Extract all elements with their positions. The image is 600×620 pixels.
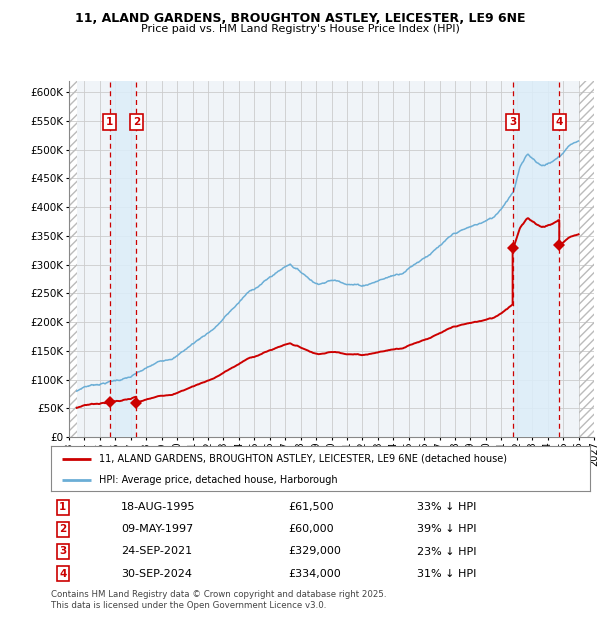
Text: 18-AUG-1995: 18-AUG-1995 <box>121 502 196 513</box>
Text: 11, ALAND GARDENS, BROUGHTON ASTLEY, LEICESTER, LE9 6NE (detached house): 11, ALAND GARDENS, BROUGHTON ASTLEY, LEI… <box>100 454 508 464</box>
Text: 3: 3 <box>59 546 67 557</box>
Bar <box>69 81 77 437</box>
Bar <box>578 81 594 437</box>
Text: 4: 4 <box>556 117 563 127</box>
Text: 4: 4 <box>59 569 67 578</box>
Bar <box>512 81 559 437</box>
Text: 2: 2 <box>133 117 140 127</box>
Text: 1: 1 <box>59 502 67 513</box>
Text: 31% ↓ HPI: 31% ↓ HPI <box>418 569 477 578</box>
Text: 3: 3 <box>509 117 516 127</box>
Text: 23% ↓ HPI: 23% ↓ HPI <box>418 546 477 557</box>
Bar <box>110 81 136 437</box>
Bar <box>578 81 594 437</box>
Text: Price paid vs. HM Land Registry's House Price Index (HPI): Price paid vs. HM Land Registry's House … <box>140 24 460 33</box>
Text: £61,500: £61,500 <box>288 502 334 513</box>
Text: 33% ↓ HPI: 33% ↓ HPI <box>418 502 477 513</box>
Text: 11, ALAND GARDENS, BROUGHTON ASTLEY, LEICESTER, LE9 6NE: 11, ALAND GARDENS, BROUGHTON ASTLEY, LEI… <box>75 12 525 25</box>
Text: 24-SEP-2021: 24-SEP-2021 <box>121 546 192 557</box>
Text: HPI: Average price, detached house, Harborough: HPI: Average price, detached house, Harb… <box>100 475 338 485</box>
Text: Contains HM Land Registry data © Crown copyright and database right 2025.
This d: Contains HM Land Registry data © Crown c… <box>51 590 386 609</box>
Text: £329,000: £329,000 <box>288 546 341 557</box>
Text: 39% ↓ HPI: 39% ↓ HPI <box>418 525 477 534</box>
Text: 30-SEP-2024: 30-SEP-2024 <box>121 569 192 578</box>
Bar <box>69 81 77 437</box>
Text: £60,000: £60,000 <box>288 525 334 534</box>
Text: 2: 2 <box>59 525 67 534</box>
Text: 09-MAY-1997: 09-MAY-1997 <box>121 525 193 534</box>
Text: 1: 1 <box>106 117 113 127</box>
Text: £334,000: £334,000 <box>288 569 341 578</box>
